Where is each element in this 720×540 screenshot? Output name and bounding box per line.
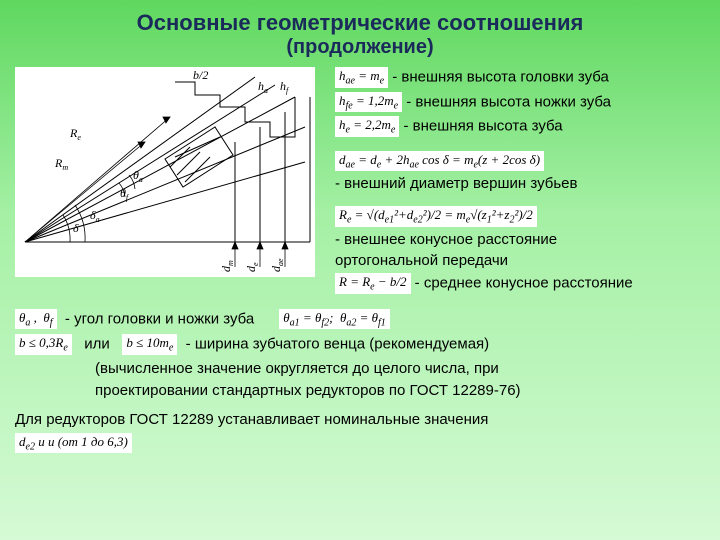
note-line1: (вычисленное значение округляется до цел… [95, 360, 499, 377]
content-area: b/2 ha hf Re Rm θa θf δ δa dm de dae hae… [0, 67, 720, 294]
formula-dae: dae = de + 2hae cos δ = me(z + 2cos δ) [335, 151, 544, 172]
page-title: Основные геометрические соотношения [0, 0, 720, 36]
desc-hfe: - внешняя высота ножки зуба [406, 93, 611, 110]
desc-R: - среднее конусное расстояние [415, 274, 633, 291]
desc-Re2: ортогональной передачи [335, 252, 508, 269]
svg-text:δ: δ [73, 221, 79, 235]
svg-text:dae: dae [269, 258, 285, 272]
bevel-gear-diagram: b/2 ha hf Re Rm θa θf δ δa dm de dae [15, 67, 315, 277]
formula-hae: hae = me [335, 67, 388, 88]
footer-text: Для редукторов ГОСТ 12289 устанавливает … [15, 411, 488, 428]
formula-de2u: de2 и u (от 1 до 6,3) [15, 433, 132, 454]
svg-text:hf: hf [280, 79, 290, 95]
svg-text:δa: δa [90, 208, 100, 224]
desc-he: - внешняя высота зуба [404, 117, 563, 134]
note-line2: проектировании стандартных редукторов по… [95, 382, 521, 399]
svg-text:ha: ha [258, 79, 268, 95]
formula-list: hae = me - внешняя высота головки зуба h… [335, 67, 705, 294]
formula-Re: Re = √(de1²+de2²)/2 = me√(z1²+z2²)/2 [335, 206, 537, 227]
svg-text:Re: Re [69, 126, 81, 142]
formula-b1: b ≤ 0,3Re [15, 334, 72, 355]
svg-text:b/2: b/2 [193, 68, 208, 82]
formula-R: R = Re − b/2 [335, 273, 411, 294]
desc-b: - ширина зубчатого венца (рекомендуемая) [186, 335, 490, 352]
page-subtitle: (продолжение) [0, 36, 720, 59]
formula-b2: b ≤ 10me [122, 334, 177, 355]
svg-text:dm: dm [219, 260, 235, 272]
lower-block: θa , θf - угол головки и ножки зуба θa1 … [0, 298, 720, 454]
desc-dae: - внешний диаметр вершин зубьев [335, 175, 577, 192]
svg-text:Rm: Rm [54, 156, 68, 172]
desc-theta: - угол головки и ножки зуба [65, 310, 254, 327]
formula-hfe: hfe = 1,2me [335, 92, 402, 113]
desc-hae: - внешняя высота головки зуба [392, 68, 609, 85]
desc-Re1: - внешнее конусное расстояние [335, 231, 557, 248]
svg-text:de: de [244, 262, 260, 272]
svg-text:θa: θa [133, 168, 143, 184]
formula-theta-eq: θa1 = θf2; θa2 = θf1 [279, 309, 390, 330]
formula-theta-syms: θa , θf [15, 309, 57, 330]
formula-he: he = 2,2me [335, 116, 399, 137]
txt-ili: или [84, 335, 110, 352]
